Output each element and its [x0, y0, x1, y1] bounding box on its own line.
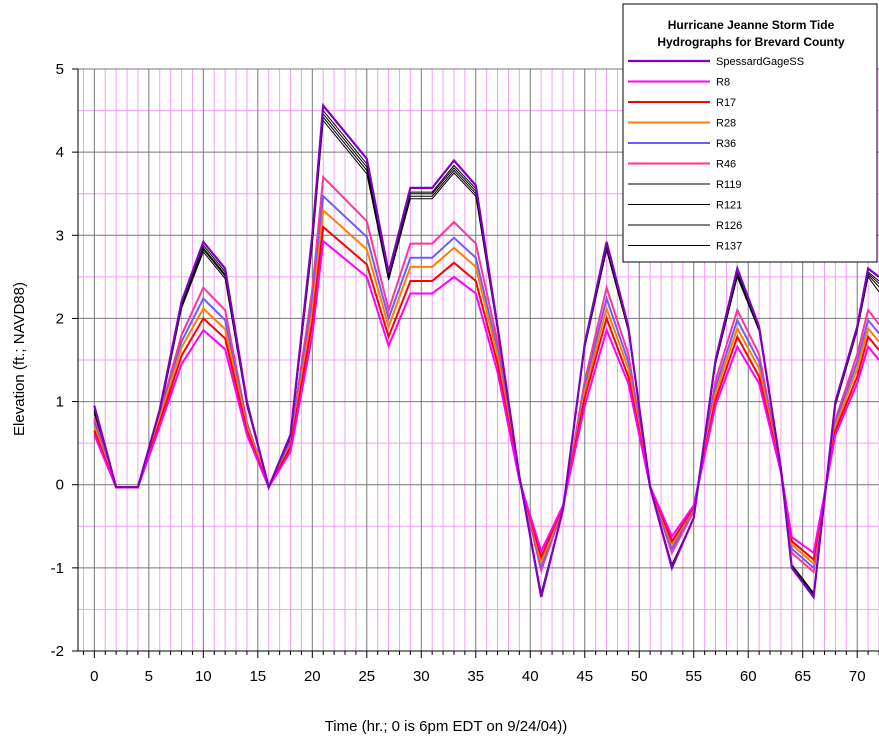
x-axis-label: Time (hr.; 0 is 6pm EDT on 9/24/04)) — [325, 718, 568, 735]
x-tick-label: 10 — [195, 668, 212, 685]
x-tick-label: 30 — [413, 668, 430, 685]
x-tick-label: 45 — [576, 668, 593, 685]
legend-label-R17: R17 — [716, 97, 736, 109]
y-tick-label: -1 — [51, 560, 64, 577]
y-tick-label: 1 — [56, 394, 64, 411]
series-layer — [93, 102, 879, 600]
x-tick-label: 20 — [304, 668, 321, 685]
legend-title-line-2: Hydrographs for Brevard County — [657, 35, 845, 49]
x-tick-label: 50 — [631, 668, 648, 685]
legend-label-SpessardGageSS: SpessardGageSS — [716, 56, 804, 68]
legend-label-R119: R119 — [716, 179, 741, 191]
tick-marks — [72, 68, 879, 658]
legend-label-R137: R137 — [716, 241, 742, 253]
y-tick-label: 0 — [56, 477, 64, 494]
legend-entries: SpessardGageSS R8 R17 R28 R36 R46 R119 R121 R126… — [628, 56, 804, 253]
legend-label-R36: R36 — [716, 138, 736, 150]
series-line-SpessardGageSS — [93, 102, 879, 600]
x-tick-label: 55 — [685, 668, 702, 685]
x-tick-label: 35 — [467, 668, 484, 685]
x-tick-label: 0 — [90, 668, 98, 685]
x-tick-label: 5 — [145, 668, 153, 685]
legend-label-R28: R28 — [716, 118, 736, 130]
y-tick-label: 2 — [56, 310, 64, 327]
y-tick-label: 4 — [56, 144, 64, 161]
x-tick-label: 25 — [358, 668, 375, 685]
legend-box — [622, 3, 878, 263]
x-tick-label: 60 — [740, 668, 757, 685]
legend-label-R46: R46 — [716, 159, 736, 171]
y-tick-label: 3 — [56, 227, 64, 244]
x-tick-label: 65 — [794, 668, 811, 685]
legend-label-R8: R8 — [716, 77, 730, 89]
legend: Hurricane Jeanne Storm Tide Hydrographs … — [622, 3, 878, 263]
y-axis-label: Elevation (ft.; NAVD88) — [11, 282, 28, 436]
series-line-R8 — [93, 239, 879, 555]
y-tick-label: 5 — [56, 61, 64, 78]
x-tick-label: 15 — [249, 668, 266, 685]
x-tick-label: 40 — [522, 668, 539, 685]
legend-label-R121: R121 — [716, 200, 742, 212]
legend-label-R126: R126 — [716, 220, 742, 232]
axes — [77, 69, 879, 652]
y-tick-label: -2 — [51, 643, 64, 660]
x-tick-label: 70 — [849, 668, 866, 685]
legend-title-line-1: Hurricane Jeanne Storm Tide — [668, 18, 835, 32]
